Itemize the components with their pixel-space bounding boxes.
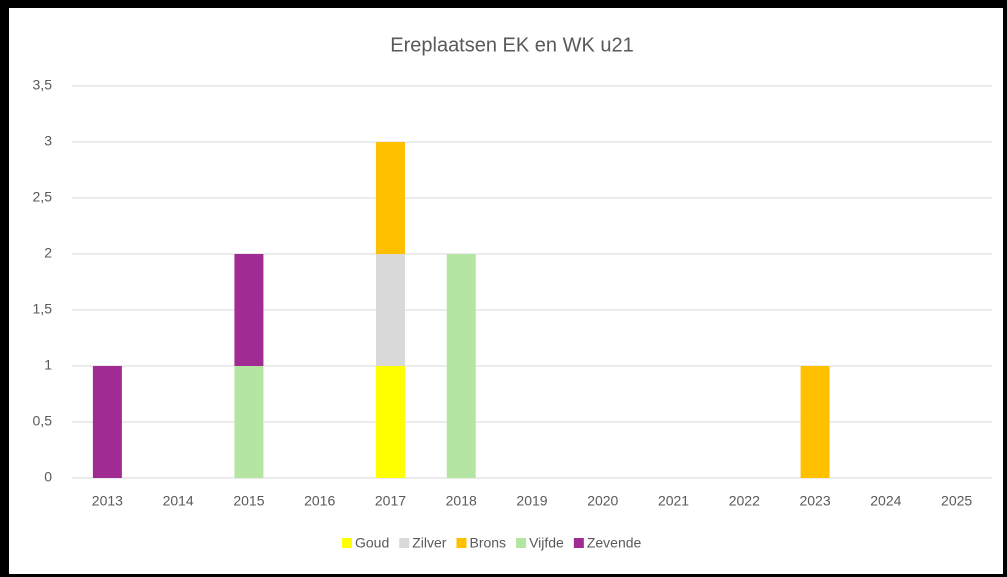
legend-label: Brons <box>469 535 506 551</box>
legend-label: Vijfde <box>529 535 564 551</box>
legend-label: Zevende <box>587 535 642 551</box>
bar-segment <box>375 142 405 254</box>
bar-segment <box>234 366 264 478</box>
legend-swatch <box>456 538 467 548</box>
x-tick-label: 2019 <box>516 493 547 509</box>
y-tick-label: 0 <box>44 469 52 485</box>
x-tick-label: 2017 <box>375 493 406 509</box>
legend-swatch <box>516 538 527 548</box>
x-tick-label: 2013 <box>92 493 123 509</box>
legend-swatch <box>573 538 584 548</box>
bar-segment <box>234 254 264 366</box>
x-tick-label: 2023 <box>799 493 830 509</box>
y-tick-label: 0,5 <box>33 413 53 429</box>
x-tick-label: 2024 <box>870 493 901 509</box>
legend-label: Goud <box>355 535 389 551</box>
y-tick-label: 1,5 <box>33 301 53 317</box>
x-tick-label: 2016 <box>304 493 335 509</box>
x-tick-label: 2021 <box>658 493 689 509</box>
bar-segment <box>92 366 122 478</box>
bar-segment <box>446 254 476 478</box>
x-tick-label: 2018 <box>446 493 477 509</box>
x-tick-label: 2014 <box>163 493 194 509</box>
x-tick-label: 2025 <box>941 493 972 509</box>
x-tick-label: 2020 <box>587 493 618 509</box>
legend-swatch <box>342 538 352 548</box>
y-tick-label: 1 <box>44 357 52 373</box>
legend-label: Zilver <box>412 535 447 551</box>
bar-segment <box>375 366 405 478</box>
chart-background <box>9 8 1003 574</box>
bar-segment <box>375 254 405 366</box>
y-tick-label: 2,5 <box>33 189 53 205</box>
x-tick-label: 2015 <box>233 493 264 509</box>
bar-segment <box>800 366 830 478</box>
y-tick-label: 2 <box>44 245 52 261</box>
legend-swatch <box>399 538 410 548</box>
y-tick-label: 3 <box>44 133 52 149</box>
y-tick-label: 3,5 <box>33 77 53 93</box>
chart-title: Ereplaatsen EK en WK u21 <box>390 34 633 56</box>
x-tick-label: 2022 <box>729 493 760 509</box>
